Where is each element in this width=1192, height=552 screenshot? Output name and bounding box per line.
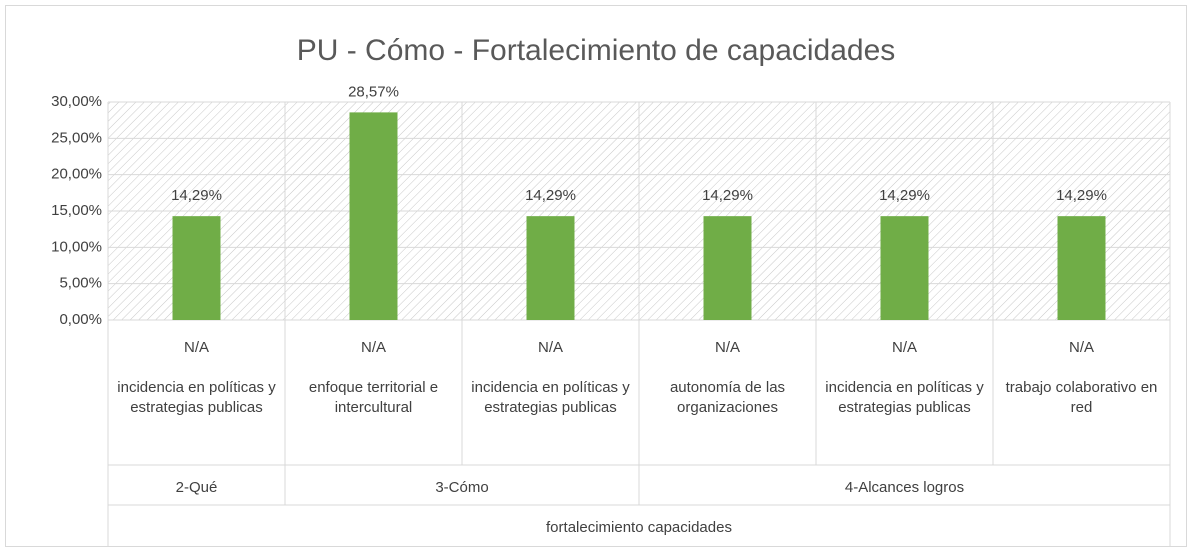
y-tick-label: 15,00%: [51, 202, 102, 219]
level-label: N/A: [538, 339, 563, 356]
data-label: 14,29%: [702, 187, 753, 204]
bar: [880, 216, 929, 320]
y-tick-label: 0,00%: [59, 311, 102, 328]
category-label-box: incidencia en políticas y estrategias pu…: [825, 379, 984, 416]
data-label: 14,29%: [171, 187, 222, 204]
x-tick-label: incidencia en políticas y estrategias pu…: [117, 379, 276, 416]
supergroup-label: fortalecimiento capacidades: [546, 519, 732, 536]
data-label: 14,29%: [525, 187, 576, 204]
category-label-box: enfoque territorial e intercultural: [308, 379, 439, 416]
y-tick-label: 10,00%: [51, 238, 102, 255]
group-label: 3-Cómo: [435, 479, 488, 496]
y-tick-label: 30,00%: [51, 93, 102, 110]
level-label: N/A: [1069, 339, 1094, 356]
x-tick-label: trabajo colaborativo en red: [1005, 379, 1158, 416]
group-label: 4-Alcances logros: [845, 479, 964, 496]
category-label-box: trabajo colaborativo en red: [1005, 379, 1158, 416]
bar: [172, 216, 221, 320]
x-tick-label: incidencia en políticas y estrategias pu…: [825, 379, 984, 416]
level-label: N/A: [892, 339, 917, 356]
data-label: 28,57%: [348, 83, 399, 100]
bar: [526, 216, 575, 320]
bar: [703, 216, 752, 320]
y-tick-label: 20,00%: [51, 166, 102, 183]
group-label: 2-Qué: [176, 479, 218, 496]
category-label-box: incidencia en políticas y estrategias pu…: [471, 379, 630, 416]
category-label-box: incidencia en políticas y estrategias pu…: [117, 379, 276, 416]
level-label: N/A: [361, 339, 386, 356]
y-tick-label: 5,00%: [59, 275, 102, 292]
y-tick-label: 25,00%: [51, 129, 102, 146]
x-tick-label: enfoque territorial e intercultural: [308, 379, 439, 416]
category-label-box: autonomía de las organizaciones: [669, 379, 786, 416]
chart-title: PU - Cómo - Fortalecimiento de capacidad…: [297, 34, 896, 67]
data-label: 14,29%: [1056, 187, 1107, 204]
x-tick-label: incidencia en políticas y estrategias pu…: [471, 379, 630, 416]
level-label: N/A: [184, 339, 209, 356]
bar: [349, 112, 398, 321]
bar: [1057, 216, 1106, 320]
x-tick-label: autonomía de las organizaciones: [669, 379, 786, 416]
level-label: N/A: [715, 339, 740, 356]
data-label: 14,29%: [879, 187, 930, 204]
